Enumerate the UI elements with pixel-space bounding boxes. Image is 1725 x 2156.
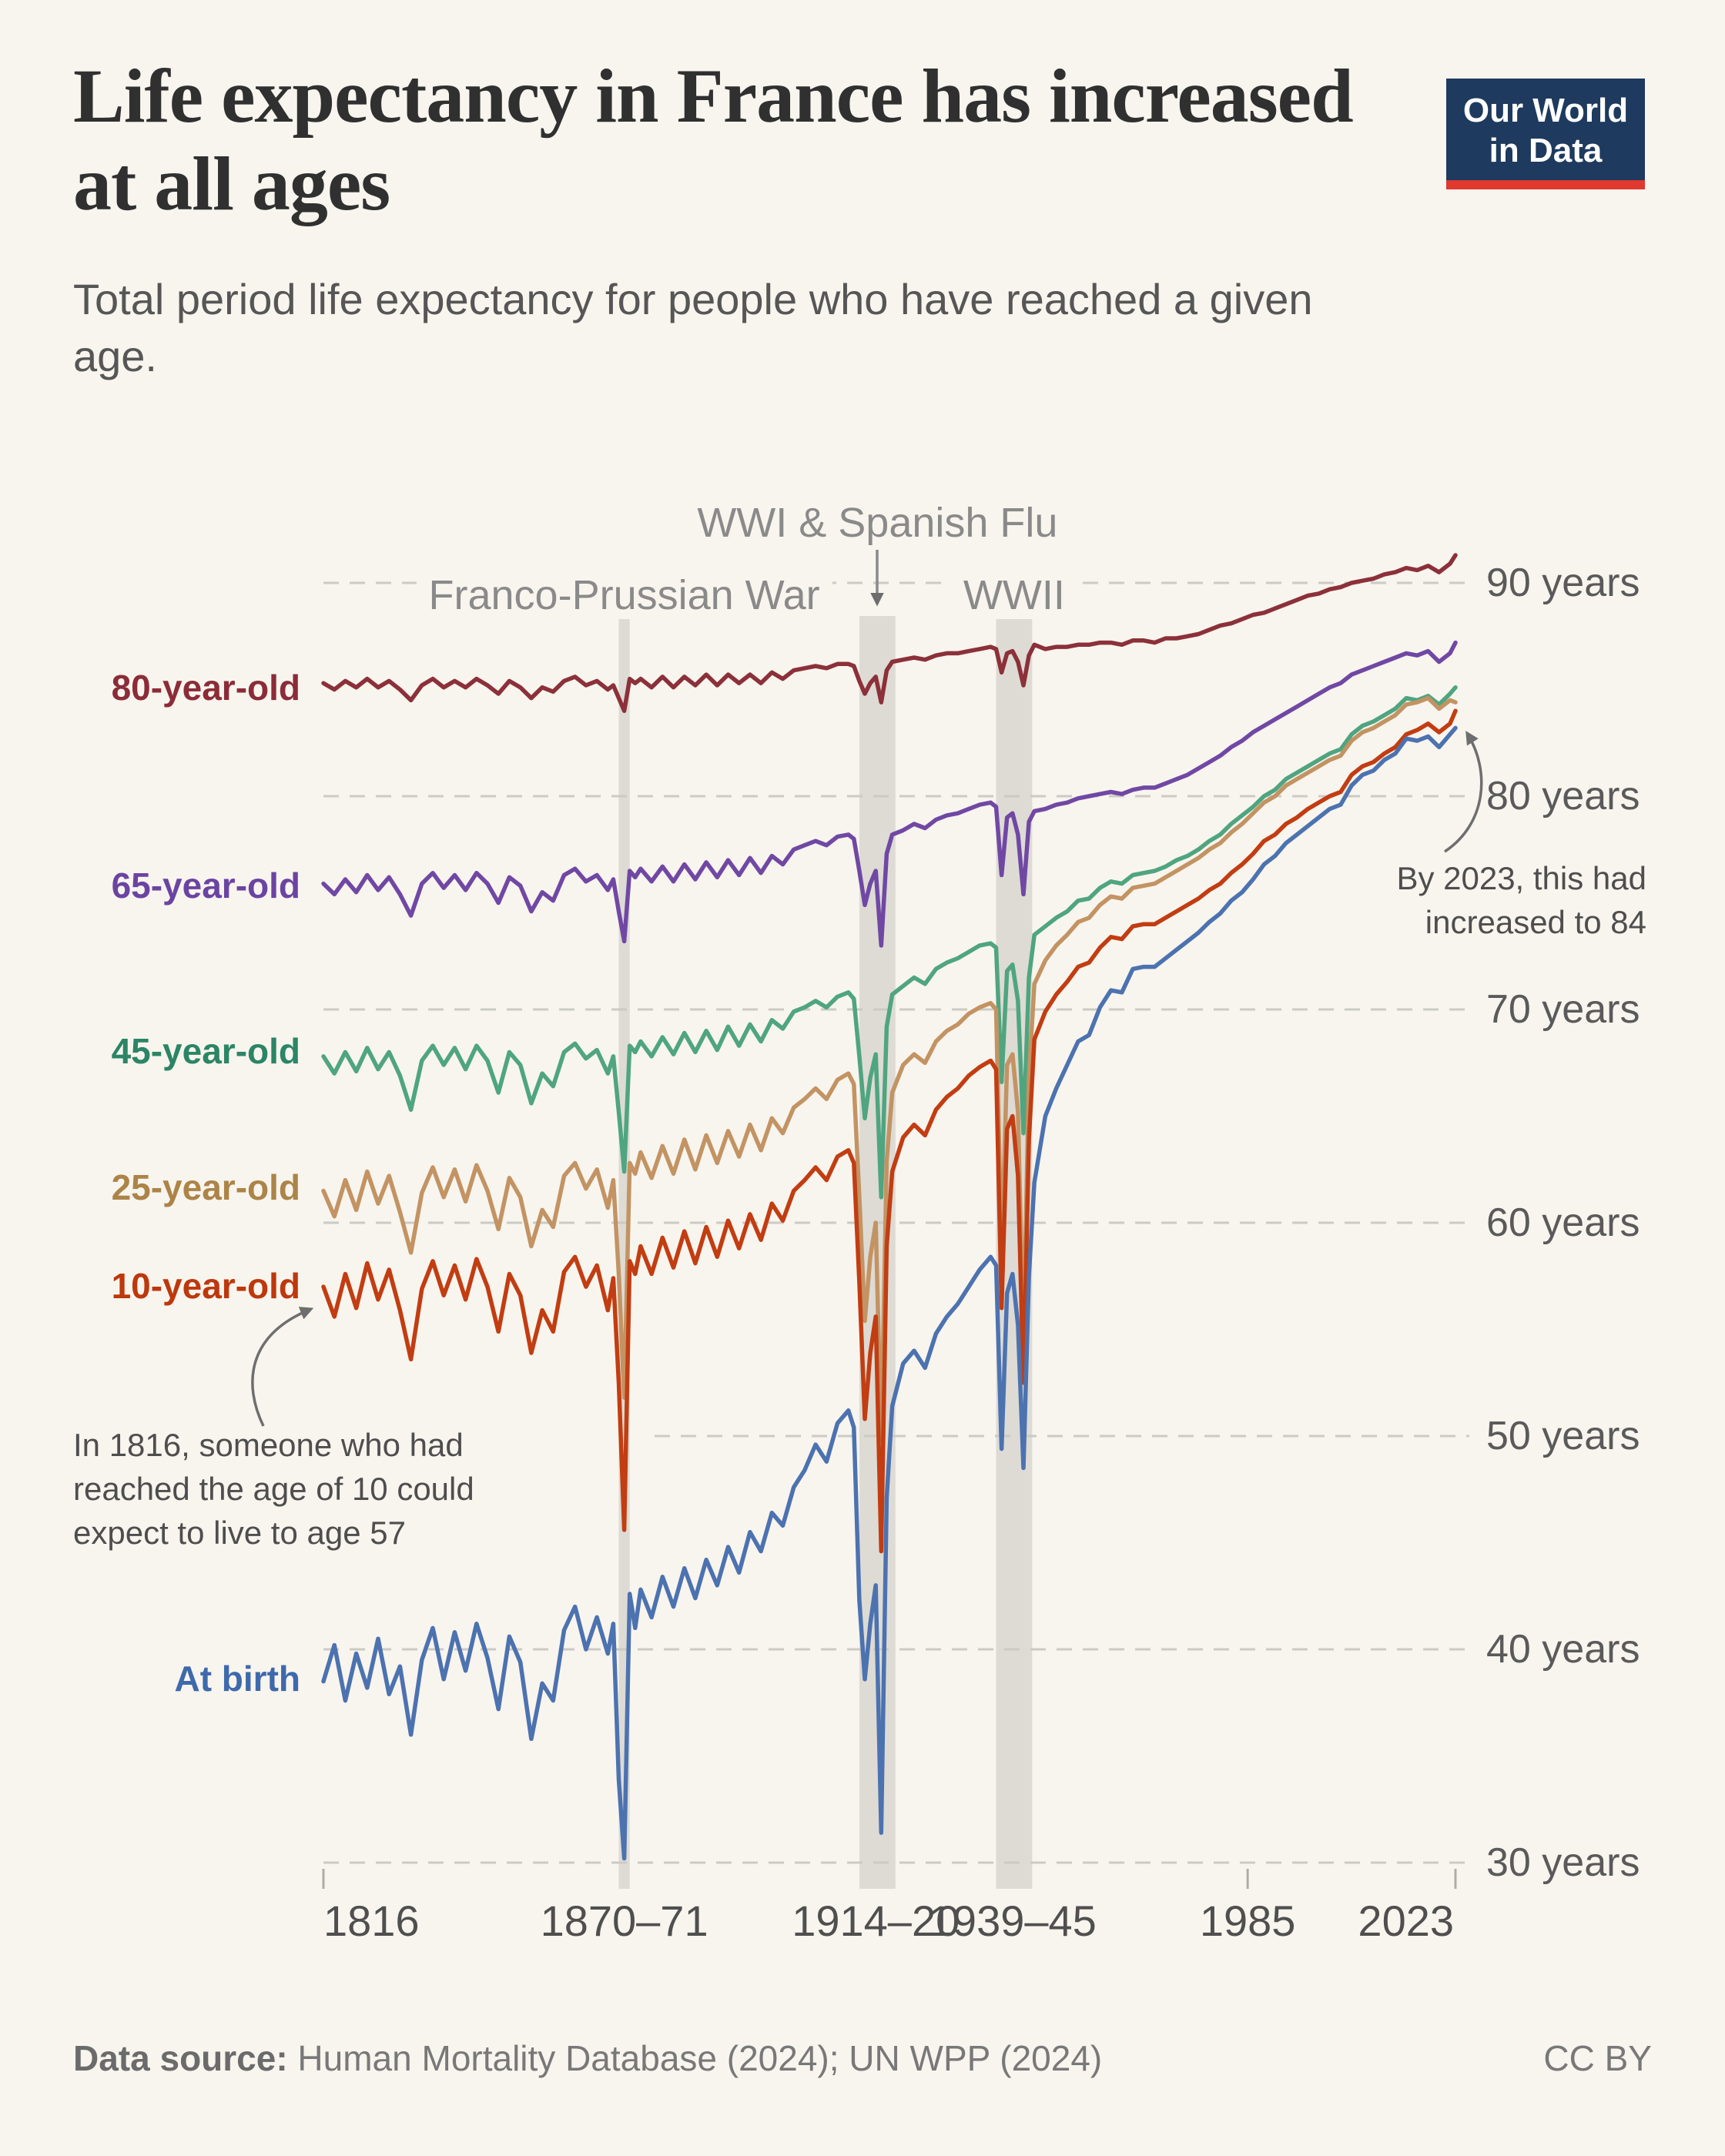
data-source: Data source: Human Mortality Database (2… — [73, 2037, 1102, 2079]
annotation-1816-line2: reached the age of 10 could — [73, 1471, 474, 1508]
annotation-1816-line3: expect to live to age 57 — [73, 1515, 406, 1552]
data-source-text: Human Mortality Database (2024); UN WPP … — [287, 2038, 1103, 2078]
series-label-65-year-old: 65-year-old — [111, 865, 300, 906]
owid-logo: Our World in Data — [1446, 79, 1645, 189]
page-title: Life expectancy in France has increased … — [73, 53, 1354, 226]
x-axis-label-1939–45: 1939–45 — [928, 1897, 1097, 1945]
y-axis-label-50: 50 years — [1486, 1414, 1640, 1458]
annotation-1816: In 1816, someone who had reached the age… — [73, 1423, 474, 1555]
series-line-80-year-old — [321, 553, 1458, 713]
event-label-wwi-spanish-flu: WWI & Spanish Flu — [697, 500, 1058, 546]
owid-logo-line1: Our World — [1462, 92, 1629, 129]
y-axis-label-60: 60 years — [1486, 1200, 1640, 1245]
series-lines — [321, 553, 1458, 1861]
x-axis-label-2023: 2023 — [1358, 1897, 1454, 1945]
annotation-2023-arrow — [1444, 731, 1483, 853]
y-axis-label-40: 40 years — [1486, 1627, 1640, 1672]
data-source-label: Data source: — [73, 2038, 288, 2078]
x-axis-label-1870–71: 1870–71 — [540, 1897, 708, 1945]
x-axis-label-1914–20: 1914–20 — [792, 1897, 960, 1945]
annotation-2023: By 2023, this had increased to 84 — [1396, 856, 1646, 944]
y-axis-label-80: 80 years — [1486, 774, 1640, 819]
series-line-at-birth — [321, 725, 1458, 1861]
owid-logo-line2: in Data — [1489, 131, 1603, 169]
series-line-45-year-old — [321, 685, 1458, 1200]
annotation-2023-line1: By 2023, this had — [1396, 860, 1646, 896]
x-axis-ticks — [322, 1869, 1457, 1889]
y-axis-label-30: 30 years — [1486, 1840, 1640, 1885]
y-axis-label-90: 90 years — [1486, 561, 1640, 605]
annotation-1816-arrow — [251, 1307, 314, 1427]
event-label-wwii: WWII — [950, 571, 1077, 619]
series-label-10-year-old: 10-year-old — [111, 1266, 300, 1306]
series-label-25-year-old: 25-year-old — [111, 1167, 300, 1207]
series-label-45-year-old: 45-year-old — [111, 1031, 300, 1071]
series-label-80-year-old: 80-year-old — [111, 668, 300, 708]
y-axis-label-70: 70 years — [1486, 987, 1640, 1032]
series-line-10-year-old — [321, 708, 1458, 1554]
page-subtitle: Total period life expectancy for people … — [73, 275, 1313, 380]
x-axis-label-1985: 1985 — [1199, 1897, 1296, 1945]
event-label-franco-prussian-war: Franco-Prussian War — [416, 571, 832, 619]
annotation-arrows — [251, 550, 1483, 1427]
annotation-1816-line1: In 1816, someone who had — [73, 1427, 464, 1463]
annotation-2023-line2: increased to 84 — [1425, 904, 1646, 941]
license-badge: CC BY — [1543, 2038, 1652, 2078]
series-line-65-year-old — [321, 640, 1458, 948]
x-axis-label-1816: 1816 — [323, 1897, 420, 1945]
series-label-at-birth: At birth — [174, 1659, 300, 1699]
